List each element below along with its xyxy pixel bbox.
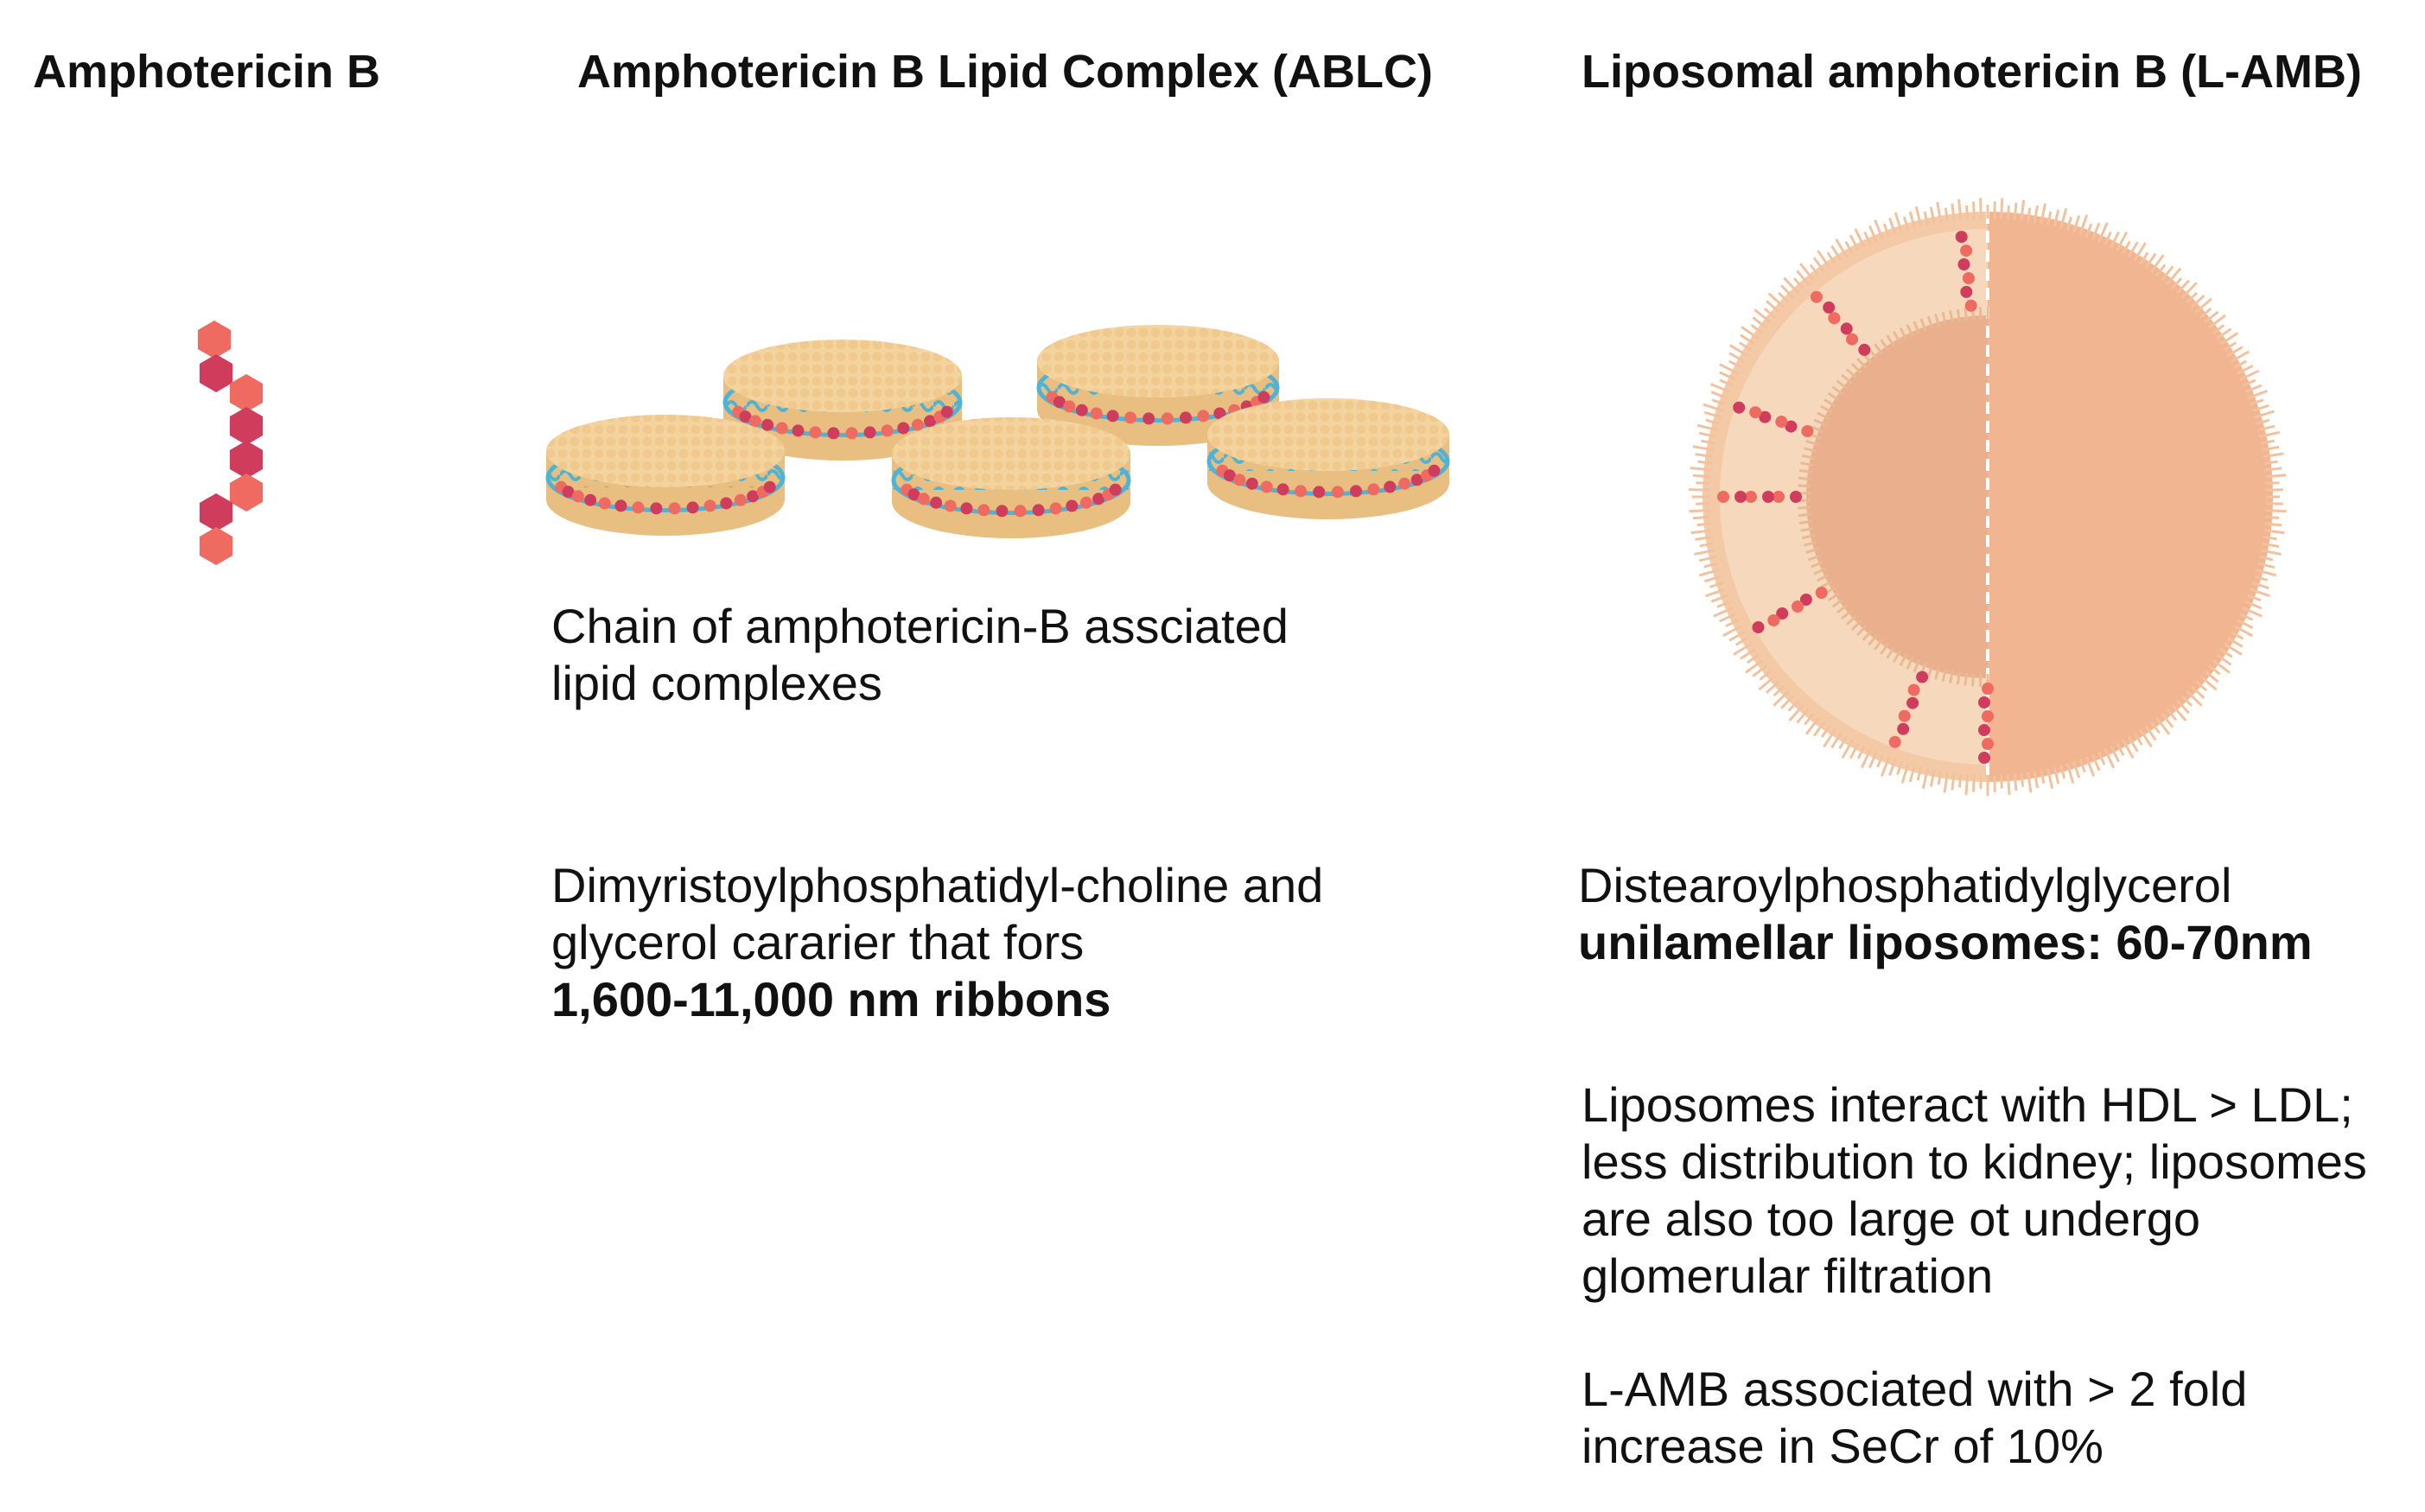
liposome-icon <box>1689 198 2287 796</box>
ablc-title: Amphotericin B Lipid Complex (ABLC) <box>577 46 1433 98</box>
ablc-caption: Chain of amphotericin-B assciated lipid … <box>551 599 1289 710</box>
lipid-complex-discs-icon <box>545 325 1450 538</box>
amphotericin-b-title: Amphotericin B <box>33 46 381 98</box>
lamb-secr-note: L-AMB associated with > 2 fold increase … <box>1582 1362 2248 1473</box>
lamb-interaction-note: Liposomes interact with HDL > LDL; less … <box>1582 1077 2367 1303</box>
lamb-carrier-description: Distearoylphosphatidylglycerol unilamell… <box>1578 858 2313 969</box>
ablc-carrier-description: Dimyristoylphosphatidyl-choline and glyc… <box>551 858 1324 1026</box>
lamb-title: Liposomal amphotericin B (L-AMB) <box>1582 46 2362 98</box>
amphotericin-b-molecule-icon <box>197 321 264 565</box>
